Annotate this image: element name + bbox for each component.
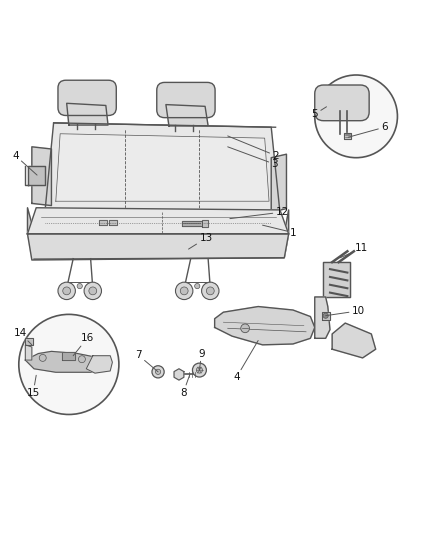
Circle shape (194, 284, 200, 289)
Polygon shape (62, 352, 75, 360)
Polygon shape (215, 306, 315, 345)
FancyBboxPatch shape (157, 83, 215, 118)
Polygon shape (67, 103, 108, 125)
Polygon shape (322, 312, 329, 320)
Polygon shape (45, 123, 280, 212)
Circle shape (84, 282, 102, 300)
Polygon shape (323, 262, 350, 297)
Circle shape (58, 282, 75, 300)
Text: 15: 15 (27, 375, 40, 398)
Circle shape (155, 369, 161, 375)
Polygon shape (201, 220, 208, 227)
FancyBboxPatch shape (58, 80, 116, 116)
Polygon shape (25, 351, 108, 372)
Circle shape (206, 287, 214, 295)
Text: 4: 4 (233, 341, 258, 383)
Text: 10: 10 (325, 306, 365, 316)
Circle shape (19, 314, 119, 415)
Circle shape (315, 75, 397, 158)
Polygon shape (25, 345, 32, 360)
Text: 9: 9 (198, 349, 205, 370)
Polygon shape (315, 297, 330, 338)
Polygon shape (28, 208, 289, 234)
FancyBboxPatch shape (315, 85, 369, 120)
Circle shape (196, 367, 202, 373)
Text: 3: 3 (228, 147, 278, 169)
Polygon shape (56, 134, 269, 201)
Polygon shape (344, 133, 351, 139)
Circle shape (152, 366, 164, 378)
Text: 8: 8 (180, 375, 190, 398)
Text: 4: 4 (12, 150, 37, 175)
Circle shape (201, 282, 219, 300)
Circle shape (180, 287, 188, 295)
Polygon shape (271, 154, 286, 212)
Circle shape (89, 287, 97, 295)
Polygon shape (110, 220, 117, 225)
Circle shape (241, 324, 250, 333)
Text: 6: 6 (348, 122, 388, 137)
Text: 11: 11 (340, 243, 368, 258)
Polygon shape (28, 208, 34, 258)
Polygon shape (28, 234, 289, 260)
Circle shape (78, 356, 85, 362)
Text: 14: 14 (14, 328, 32, 345)
Polygon shape (332, 323, 376, 358)
Polygon shape (284, 210, 289, 258)
Polygon shape (32, 147, 51, 206)
Text: 1: 1 (262, 225, 296, 238)
Text: 16: 16 (73, 333, 94, 356)
Circle shape (77, 284, 82, 289)
Polygon shape (182, 221, 201, 226)
Text: 12: 12 (230, 207, 289, 219)
Circle shape (63, 287, 71, 295)
Polygon shape (86, 356, 113, 373)
Polygon shape (28, 166, 45, 184)
Circle shape (323, 313, 328, 318)
Polygon shape (99, 220, 107, 225)
Text: 7: 7 (135, 350, 158, 372)
Text: 13: 13 (188, 233, 212, 249)
Circle shape (39, 354, 46, 361)
Text: 2: 2 (228, 136, 279, 160)
Polygon shape (166, 104, 208, 126)
Circle shape (176, 282, 193, 300)
Text: 5: 5 (311, 107, 326, 119)
Circle shape (192, 363, 206, 377)
Polygon shape (174, 369, 184, 380)
Polygon shape (25, 338, 33, 345)
